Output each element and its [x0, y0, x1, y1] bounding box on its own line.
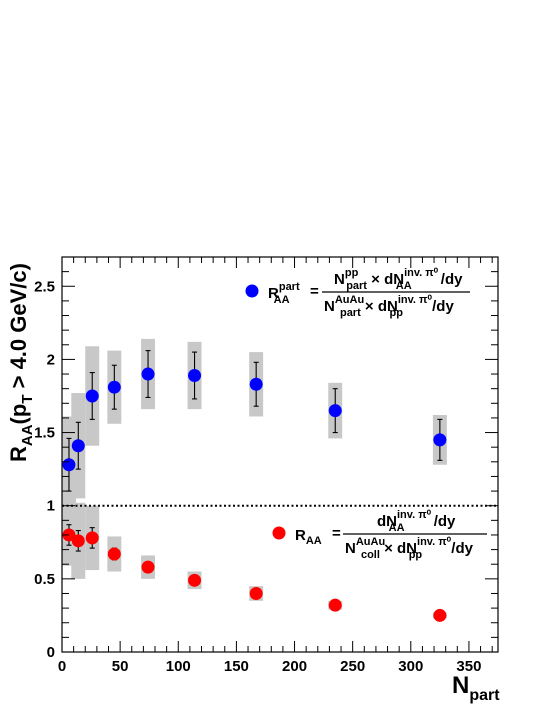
y-tick-label: 2: [47, 351, 55, 368]
legend-equals-0: =: [310, 283, 319, 300]
x-tick-label: 50: [112, 658, 129, 675]
plot-frame-rect: [61, 256, 499, 653]
data-point-s1-p1: [71, 534, 85, 548]
data-point-s0-p1: [71, 439, 85, 453]
axis-titles: Npart RAA(pT > 4.0 GeV/c): [6, 263, 500, 704]
y-axis-title: RAA(pT > 4.0 GeV/c): [6, 263, 36, 462]
y-axis-ticks: 0 0.5 1 1.5 2 2.5: [34, 256, 498, 661]
data-point-s0-p3: [107, 380, 121, 394]
data-point-s0-p5: [188, 369, 202, 382]
legend-symbol-0: Rpart AA: [268, 281, 300, 306]
data-point-s1-p2: [85, 531, 99, 545]
y-tick-label: 0.5: [34, 571, 55, 588]
x-tick-label: 150: [224, 658, 249, 675]
legend-equals-1: =: [332, 525, 341, 542]
x-tick-label: 100: [166, 658, 191, 675]
legend-symbol-1: RAA: [295, 527, 322, 547]
data-point-s0-p6: [249, 377, 263, 391]
x-axis-title: Npart: [452, 672, 500, 704]
plot-frame: [61, 256, 499, 653]
data-point-s0-p0: [62, 458, 76, 472]
x-tick-label: 300: [398, 658, 423, 675]
x-tick-label: 0: [58, 658, 66, 675]
data-points: [62, 367, 447, 622]
x-tick-label: 350: [456, 658, 481, 675]
y-tick-label: 1.5: [34, 425, 55, 442]
data-point-s1-p3: [107, 547, 121, 561]
x-tick-label: 250: [340, 658, 365, 675]
y-tick-label: 1: [47, 498, 55, 515]
data-point-s0-p8: [433, 433, 447, 447]
x-tick-label: 200: [282, 658, 307, 675]
y-tick-label: 2.5: [34, 278, 55, 295]
data-point-s1-p8: [433, 608, 447, 622]
data-point-s1-p5: [188, 573, 202, 587]
legend-marker-0: [245, 284, 259, 298]
x-axis-ticks: 0 50 100 150 200 250 300 350: [58, 257, 493, 675]
data-point-s1-p6: [249, 586, 263, 600]
data-point-s0-p2: [85, 389, 99, 403]
data-point-s1-p7: [328, 598, 342, 612]
data-point-s0-p7: [328, 404, 342, 418]
y-tick-label: 0: [47, 644, 55, 661]
legend-marker-1: [272, 526, 286, 540]
data-point-s1-p4: [141, 560, 155, 574]
data-point-s0-p4: [141, 367, 155, 381]
